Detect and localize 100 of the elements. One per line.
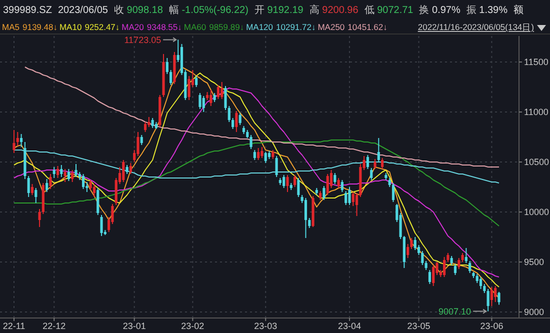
candlestick <box>74 164 78 178</box>
y-tick-label: 11000 <box>524 107 548 118</box>
candlestick <box>64 168 66 182</box>
x-tick-label: 22-12 <box>42 321 66 331</box>
candlestick <box>71 170 74 182</box>
candlestick <box>210 90 212 106</box>
candlestick <box>275 156 278 178</box>
candlestick <box>464 248 468 264</box>
candlestick <box>166 58 168 74</box>
chart-title: 399989.SZ <box>3 5 52 16</box>
text: 10451.62↓ <box>348 22 388 32</box>
candlestick <box>428 270 432 284</box>
candlestick <box>282 174 286 188</box>
text: 幅 -1.05%(-96.22) <box>168 4 248 16</box>
candlestick <box>231 118 234 130</box>
candlestick <box>27 176 30 198</box>
annotation: 11723.05 <box>124 34 162 45</box>
candlestick <box>458 258 460 270</box>
candlestick <box>340 180 344 192</box>
text: 2022/11/16-2023/06/05(134日) <box>418 22 534 32</box>
text: 9139.48↓ <box>22 22 58 32</box>
candlestick <box>486 288 490 312</box>
text: MA10 <box>59 22 82 32</box>
y-tick-label: 10000 <box>524 207 550 218</box>
line-series <box>24 66 500 168</box>
x-tick-label: 23-04 <box>338 321 362 331</box>
candlestick <box>253 150 256 160</box>
candlestick <box>60 164 63 178</box>
candlestick <box>286 174 289 192</box>
candlestick <box>257 148 260 160</box>
candlestick <box>374 158 376 170</box>
candlestick <box>348 186 351 206</box>
candlestick <box>96 188 100 216</box>
x-tick-label: 23-03 <box>254 321 278 331</box>
x-tick-label: 23-06 <box>480 321 504 331</box>
candlestick <box>326 174 329 196</box>
candlestick <box>454 264 457 276</box>
text: MA5 <box>2 22 20 32</box>
text: MA60 <box>184 22 206 32</box>
candlestick <box>297 178 300 198</box>
candlestick <box>20 134 23 148</box>
x-tick-label: 22-11 <box>2 321 26 331</box>
candlestick <box>308 218 311 228</box>
candlestick <box>468 260 472 274</box>
annotation: 9007.10 <box>438 306 472 316</box>
candlestick <box>12 130 16 154</box>
candlestick <box>392 182 395 202</box>
candlestick <box>498 291 500 306</box>
text: 高 9200.96 <box>309 4 359 16</box>
text: 低 9072.71 <box>364 5 414 16</box>
text: 2023/06/05 <box>58 5 108 16</box>
candlestick <box>220 82 224 100</box>
candlestick <box>140 134 143 146</box>
candlestick <box>337 178 340 188</box>
candlestick <box>144 122 147 132</box>
candlestick <box>406 244 410 258</box>
candlestick <box>479 276 482 290</box>
candlestick <box>443 256 446 278</box>
candlestick <box>198 92 202 110</box>
candlestick <box>381 158 384 170</box>
candlestick <box>494 286 497 302</box>
candlestick <box>293 174 296 188</box>
candlestick <box>264 152 267 164</box>
candlestick <box>49 174 52 190</box>
candlestick <box>334 172 336 184</box>
candlestick <box>100 214 103 236</box>
candlestick <box>82 174 85 190</box>
candlestick <box>352 192 354 206</box>
candlestick <box>304 198 308 238</box>
candlestick <box>151 118 154 128</box>
text: 9348.55↓ <box>146 22 182 32</box>
candlestick <box>30 184 34 196</box>
candlestick <box>322 186 326 200</box>
x-tick-label: 23-05 <box>407 321 430 331</box>
candlestick <box>377 138 380 162</box>
candlestick <box>370 168 373 180</box>
text: 额 <box>514 4 524 16</box>
candlestick <box>432 264 435 286</box>
candlestick <box>46 178 48 192</box>
candlestick <box>34 188 38 204</box>
candlestick <box>67 168 70 182</box>
text: 振 1.39% <box>466 4 508 16</box>
text: 换 0.97% <box>419 4 460 16</box>
text: 9252.47↓ <box>84 22 120 32</box>
y-tick-label: 9500 <box>524 257 544 268</box>
candlestick <box>16 132 19 146</box>
candlestick <box>235 110 238 132</box>
y-tick-label: 10500 <box>524 157 550 168</box>
text: MA250 <box>318 22 345 32</box>
text: MA120 <box>246 22 274 32</box>
y-tick-label: 11500 <box>524 57 548 68</box>
candlestick <box>344 190 348 206</box>
candlestick <box>170 70 172 86</box>
candlestick <box>238 112 242 126</box>
candlestick <box>366 154 370 170</box>
candlestick <box>260 146 264 158</box>
candlestick <box>490 286 494 306</box>
candlestick <box>414 236 416 250</box>
text: 10291.72↓ <box>276 22 316 32</box>
text: 收 9098.18 <box>114 5 164 16</box>
